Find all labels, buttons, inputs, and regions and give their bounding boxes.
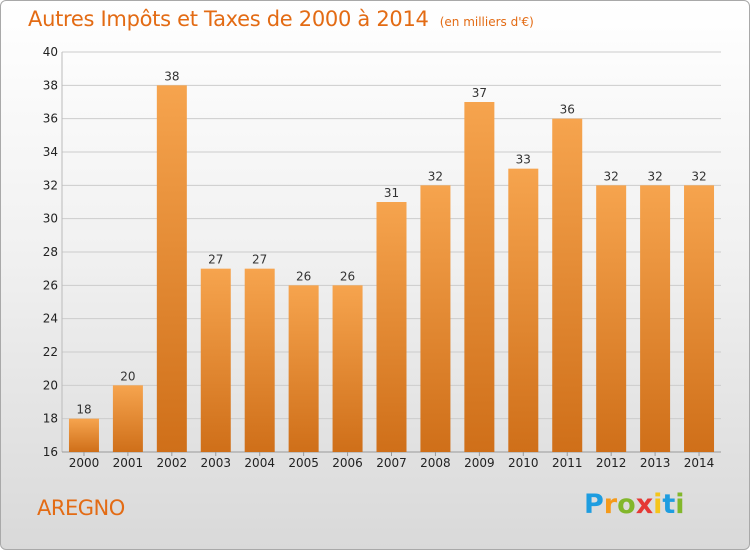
x-tick-label: 2014 [684,456,715,470]
y-tick-label: 20 [43,378,58,392]
y-tick-label: 22 [43,345,58,359]
bar [288,285,319,452]
bar [420,185,451,453]
bar [376,202,407,452]
bar [156,85,187,452]
commune-name: AREGNO [37,496,125,520]
x-axis: 2000 2001 2002 2003 2004 2005 2006 2007 2008 2009… [69,452,715,470]
y-tick-label: 24 [43,312,58,326]
bar-value-label: 32 [428,169,443,183]
logo-letter: i [675,489,685,520]
bar-value-label: 18 [76,403,91,417]
x-tick-label: 2007 [376,456,407,470]
chart-title-text: Autres Impôts et Taxes de 2000 à 2014 [28,7,429,31]
x-tick-label: 2011 [552,456,583,470]
x-tick-label: 2012 [596,456,627,470]
bar [552,118,583,453]
x-tick-label: 2006 [332,456,363,470]
y-tick-label: 36 [43,112,58,126]
data-labels: 18 20 38 27 27 26 26 31 32 37 33 36 32 32 32 [76,69,706,416]
bar-value-label: 32 [647,169,662,183]
x-tick-label: 2002 [157,456,188,470]
bars [68,85,715,453]
x-tick-label: 2008 [420,456,451,470]
bar-value-label: 27 [208,253,223,267]
bar [640,185,671,453]
y-tick-label: 34 [43,145,58,159]
bar [464,102,495,452]
bar [508,168,539,452]
y-tick-label: 18 [43,412,58,426]
bar-value-label: 20 [120,369,135,383]
bar [244,268,275,452]
y-tick-label: 38 [43,78,58,92]
x-tick-label: 2001 [113,456,144,470]
proxiti-logo[interactable]: Proxiti [584,489,685,520]
logo-letter: r [603,489,618,520]
logo-letter: P [584,489,604,520]
y-tick-label: 26 [43,278,58,292]
bar-value-label: 37 [472,86,487,100]
bar [332,285,363,452]
x-tick-label: 2004 [244,456,275,470]
bar-value-label: 26 [296,269,311,283]
bar [200,268,231,452]
x-tick-label: 2005 [288,456,319,470]
bar-value-label: 32 [691,169,706,183]
bar [596,185,627,453]
bar-value-label: 31 [384,186,399,200]
chart-unit: (en milliers d'€) [439,15,534,29]
bar-value-label: 38 [164,69,179,83]
logo-letter: i [653,489,663,520]
x-tick-label: 2010 [508,456,539,470]
bar [68,418,99,452]
y-tick-label: 30 [43,212,58,226]
y-axis: 16 18 20 22 24 26 28 30 32 34 36 38 40 [43,45,58,459]
bar-value-label: 33 [516,153,531,167]
bar-value-label: 36 [560,103,575,117]
y-tick-label: 16 [43,445,58,459]
bar-value-label: 32 [604,169,619,183]
logo-letter: x [635,489,654,520]
x-tick-label: 2013 [640,456,671,470]
x-tick-label: 2003 [200,456,231,470]
bar-value-label: 26 [340,269,355,283]
logo-letter: o [617,489,636,520]
chart-title: Autres Impôts et Taxes de 2000 à 2014 (e… [28,7,534,31]
logo-letter: t [662,489,676,520]
bar-value-label: 27 [252,253,267,267]
y-tick-label: 40 [43,45,58,59]
x-tick-label: 2009 [464,456,495,470]
bar [112,385,143,452]
x-tick-label: 2000 [69,456,100,470]
y-tick-label: 32 [43,178,58,192]
y-tick-label: 28 [43,245,58,259]
bar [684,185,715,453]
